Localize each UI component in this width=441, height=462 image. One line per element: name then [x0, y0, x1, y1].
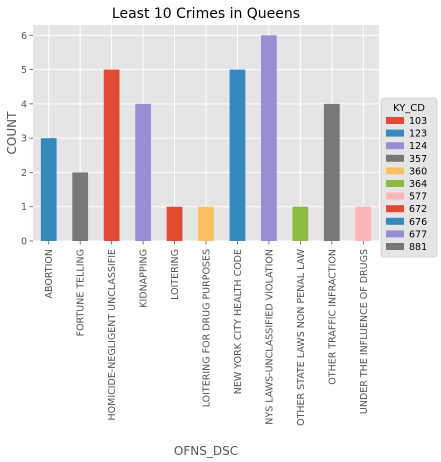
legend-entry: 577 — [409, 192, 427, 203]
legend-entry: 676 — [409, 217, 427, 228]
x-tick-label: FORTUNE TELLING — [76, 249, 87, 336]
legend-entry: 124 — [409, 141, 427, 152]
legend-swatch — [386, 129, 404, 137]
bar-676 — [229, 69, 246, 241]
x-tick-label: LOITERING FOR DRUG PURPOSES — [202, 249, 213, 407]
legend-swatch — [386, 142, 404, 150]
x-tick-label: NEW YORK CITY HEALTH CODE — [233, 249, 244, 394]
x-axis-label: OFNS_DSC — [174, 444, 238, 458]
x-tick-label: OTHER TRAFFIC INFRACTION — [327, 249, 338, 385]
legend-title: KY_CD — [393, 103, 425, 114]
chart-title: Least 10 Crimes in Queens — [112, 6, 300, 22]
legend-swatch — [386, 167, 404, 175]
y-tick-label: 5 — [21, 65, 27, 76]
bar-672 — [103, 69, 120, 241]
x-tick-label: NYS LAWS-UNCLASSIFIED VIOLATION — [264, 249, 275, 425]
legend-entry: 123 — [409, 129, 427, 140]
bar-672 — [166, 206, 183, 241]
legend-swatch — [386, 180, 404, 187]
legend-swatch — [386, 243, 404, 250]
x-tick-label: OTHER STATE LAWS NON PENAL LAW — [296, 248, 307, 426]
legend-swatch — [386, 154, 404, 162]
x-axis-ticks: ABORTION FORTUNE TELLING HOMICIDE-NEGLIGEN… — [44, 241, 370, 426]
bars — [40, 35, 372, 242]
legend-entry: 881 — [409, 242, 427, 253]
legend-entry: 360 — [409, 166, 427, 177]
legend-box — [380, 97, 438, 258]
bar-677 — [261, 35, 277, 242]
legend-entry: 364 — [409, 179, 427, 190]
x-tick-label: KIDNAPPING — [139, 249, 150, 308]
y-tick-label: 4 — [21, 99, 27, 110]
y-axis-label: COUNT — [5, 111, 19, 155]
x-tick-label: ABORTION — [44, 249, 55, 298]
legend-entry: 677 — [409, 229, 427, 240]
x-tick-label: UNDER THE INFLUENCE OF DRUGS — [359, 249, 370, 414]
y-tick-label: 0 — [21, 237, 27, 248]
bar-360 — [198, 206, 214, 241]
y-axis-ticks: 0 1 2 3 4 5 6 — [21, 31, 33, 248]
x-tick-label: HOMICIDE-NEGLIGENT UNCLASSIFIE — [107, 249, 118, 421]
legend-swatch — [386, 117, 404, 124]
bar-881 — [323, 103, 340, 241]
bar-364 — [292, 206, 309, 241]
y-tick-label: 1 — [21, 202, 27, 213]
legend-entry: 357 — [409, 154, 427, 165]
x-tick-label: LOITERING — [170, 249, 181, 300]
legend-swatch — [386, 205, 404, 213]
bar-123 — [40, 138, 57, 241]
y-tick-label: 2 — [21, 168, 27, 179]
bar-124 — [135, 103, 151, 241]
legend-entry: 103 — [409, 116, 427, 127]
legend-swatch — [386, 230, 404, 238]
bar-577 — [355, 206, 372, 241]
legend-entry: 672 — [409, 204, 427, 215]
y-tick-label: 3 — [21, 134, 27, 145]
legend-swatch — [386, 192, 404, 200]
legend-swatch — [386, 217, 404, 225]
bar-357 — [72, 172, 89, 241]
y-tick-label: 6 — [21, 31, 27, 42]
